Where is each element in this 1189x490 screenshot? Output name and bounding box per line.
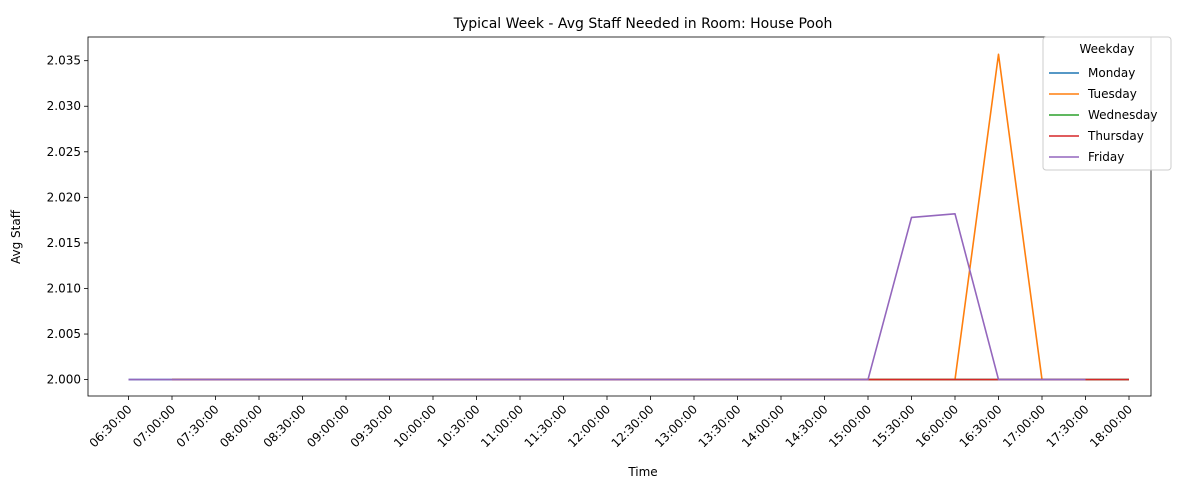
y-tick-label: 2.035 [47, 54, 81, 68]
y-tick-label: 2.010 [47, 281, 81, 295]
y-axis-title: Avg Staff [9, 209, 23, 264]
legend: Weekday Monday Tuesday Wednesday Thursday Fr… [1042, 36, 1172, 171]
series-line-friday [128, 212, 1086, 381]
legend-label-monday: Monday [1088, 66, 1135, 80]
legend-label-tuesday: Tuesday [1087, 87, 1137, 101]
chart-title: Typical Week - Avg Staff Needed in Room:… [453, 16, 833, 32]
y-axis: 2.000 2.005 2.010 2.015 2.020 2.025 2.030 2.035 [47, 54, 88, 387]
y-tick-label: 2.020 [47, 190, 81, 204]
y-tick-label: 2.000 [47, 373, 81, 387]
plot-frame [87, 36, 1152, 397]
legend-label-wednesday: Wednesday [1088, 108, 1157, 122]
plot-area [87, 36, 1152, 397]
y-tick-label: 2.005 [47, 327, 81, 341]
y-tick-label: 2.030 [47, 99, 81, 113]
legend-title: Weekday [1080, 42, 1135, 56]
y-tick-label: 2.015 [47, 236, 81, 250]
legend-label-thursday: Thursday [1087, 129, 1144, 143]
legend-label-friday: Friday [1088, 150, 1124, 164]
legend-items: Monday Tuesday Wednesday Thursday Friday [1049, 66, 1157, 164]
series-lines [128, 53, 1129, 381]
x-axis-title: Time [627, 465, 657, 479]
y-tick-label: 2.025 [47, 145, 81, 159]
